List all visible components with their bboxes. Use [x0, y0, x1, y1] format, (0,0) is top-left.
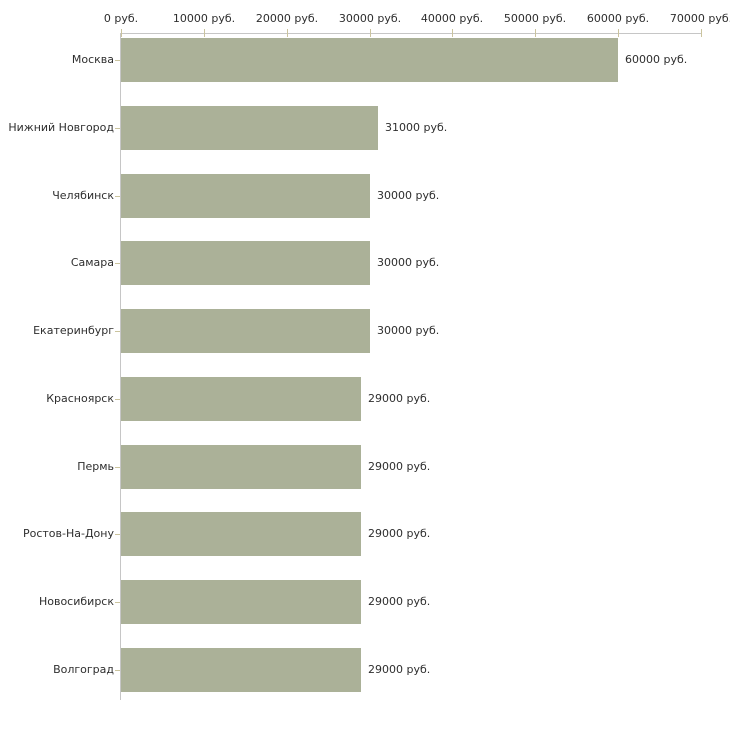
- y-axis-tick: [115, 196, 120, 197]
- x-axis-tick-label: 40000 руб.: [420, 12, 484, 25]
- x-axis-tick-label: 10000 руб.: [172, 12, 236, 25]
- category-label: Новосибирск: [38, 595, 114, 608]
- x-axis-tick-label: 0 руб.: [103, 12, 139, 25]
- x-axis-tick-label: 70000 руб.: [669, 12, 730, 25]
- bar: [121, 377, 361, 421]
- bar: [121, 445, 361, 489]
- category-label: Красноярск: [46, 392, 114, 405]
- bar: [121, 648, 361, 692]
- category-label: Ростов-На-Дону: [22, 527, 114, 540]
- category-label: Самара: [70, 256, 114, 269]
- bar: [121, 512, 361, 556]
- x-axis-tick-label: 50000 руб.: [503, 12, 567, 25]
- y-axis-tick: [115, 534, 120, 535]
- y-axis-tick: [115, 331, 120, 332]
- value-label: 31000 руб.: [385, 121, 448, 134]
- x-axis-tick-label: 30000 руб.: [338, 12, 402, 25]
- value-label: 29000 руб.: [368, 392, 431, 405]
- category-label: Москва: [71, 53, 114, 66]
- y-axis-tick: [115, 602, 120, 603]
- y-axis-tick: [115, 467, 120, 468]
- value-label: 60000 руб.: [625, 53, 688, 66]
- value-label: 30000 руб.: [377, 324, 440, 337]
- bar: [121, 309, 370, 353]
- x-axis-tick: [370, 29, 371, 37]
- category-label: Нижний Новгород: [8, 121, 114, 134]
- x-axis-tick: [618, 29, 619, 37]
- x-axis-line: [121, 33, 701, 34]
- y-axis-tick: [115, 128, 120, 129]
- x-axis-tick-label: 60000 руб.: [586, 12, 650, 25]
- bar: [121, 580, 361, 624]
- x-axis-tick: [701, 29, 702, 37]
- y-axis-line: [120, 33, 121, 700]
- category-label: Пермь: [77, 460, 114, 473]
- y-axis-tick: [115, 263, 120, 264]
- x-axis-tick: [204, 29, 205, 37]
- value-label: 29000 руб.: [368, 663, 431, 676]
- x-axis-tick: [121, 29, 122, 37]
- x-axis-tick: [287, 29, 288, 37]
- bar: [121, 174, 370, 218]
- category-label: Челябинск: [52, 189, 114, 202]
- bar: [121, 38, 618, 82]
- value-label: 29000 руб.: [368, 595, 431, 608]
- y-axis-tick: [115, 399, 120, 400]
- y-axis-tick: [115, 670, 120, 671]
- value-label: 29000 руб.: [368, 460, 431, 473]
- bar: [121, 106, 378, 150]
- y-axis-tick: [115, 60, 120, 61]
- value-label: 30000 руб.: [377, 256, 440, 269]
- value-label: 29000 руб.: [368, 527, 431, 540]
- bar: [121, 241, 370, 285]
- x-axis-tick: [535, 29, 536, 37]
- x-axis-tick-label: 20000 руб.: [255, 12, 319, 25]
- category-label: Волгоград: [53, 663, 114, 676]
- x-axis-tick: [452, 29, 453, 37]
- value-label: 30000 руб.: [377, 189, 440, 202]
- category-label: Екатеринбург: [33, 324, 114, 337]
